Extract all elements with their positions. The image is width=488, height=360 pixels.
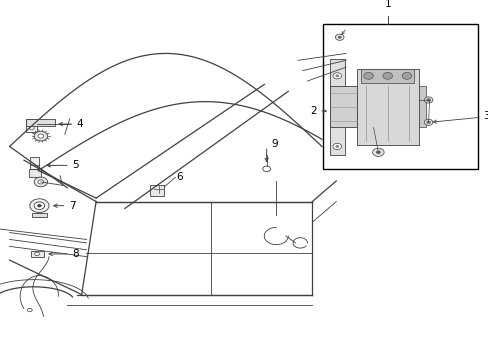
Bar <box>150 185 164 196</box>
Circle shape <box>335 145 339 148</box>
Bar <box>361 69 413 83</box>
Circle shape <box>38 134 43 138</box>
Circle shape <box>401 72 411 79</box>
Bar <box>329 86 356 127</box>
Circle shape <box>29 120 34 123</box>
Circle shape <box>34 131 47 141</box>
Text: 2: 2 <box>310 106 317 116</box>
Circle shape <box>335 75 339 77</box>
Circle shape <box>372 148 384 157</box>
Text: 8: 8 <box>72 249 79 259</box>
Circle shape <box>426 121 429 124</box>
Text: 6: 6 <box>176 172 183 182</box>
Bar <box>31 252 44 257</box>
Bar <box>418 86 426 127</box>
Circle shape <box>424 97 432 103</box>
Circle shape <box>332 73 341 79</box>
Circle shape <box>30 199 49 212</box>
Circle shape <box>332 143 341 149</box>
Circle shape <box>335 112 339 115</box>
Circle shape <box>35 252 40 256</box>
Text: 5: 5 <box>72 161 79 170</box>
Circle shape <box>29 126 34 130</box>
Bar <box>32 212 46 217</box>
Text: 9: 9 <box>271 139 278 149</box>
Text: 4: 4 <box>77 119 83 129</box>
Circle shape <box>424 119 432 125</box>
Circle shape <box>262 166 270 172</box>
Text: 1: 1 <box>384 0 390 9</box>
Circle shape <box>335 34 344 40</box>
Circle shape <box>426 99 429 101</box>
Text: 3: 3 <box>482 112 488 121</box>
Circle shape <box>38 204 41 207</box>
Bar <box>356 69 418 145</box>
Bar <box>26 119 37 132</box>
Text: 7: 7 <box>69 201 75 211</box>
Circle shape <box>382 72 392 79</box>
Bar <box>30 157 40 171</box>
Circle shape <box>34 202 44 210</box>
Circle shape <box>337 36 341 39</box>
Bar <box>26 119 55 126</box>
Circle shape <box>363 72 372 79</box>
Circle shape <box>38 180 43 184</box>
Circle shape <box>34 177 47 187</box>
Bar <box>29 169 41 177</box>
Circle shape <box>332 111 341 117</box>
Bar <box>322 24 477 169</box>
Circle shape <box>375 150 380 154</box>
Bar <box>329 59 344 155</box>
Circle shape <box>27 308 32 312</box>
